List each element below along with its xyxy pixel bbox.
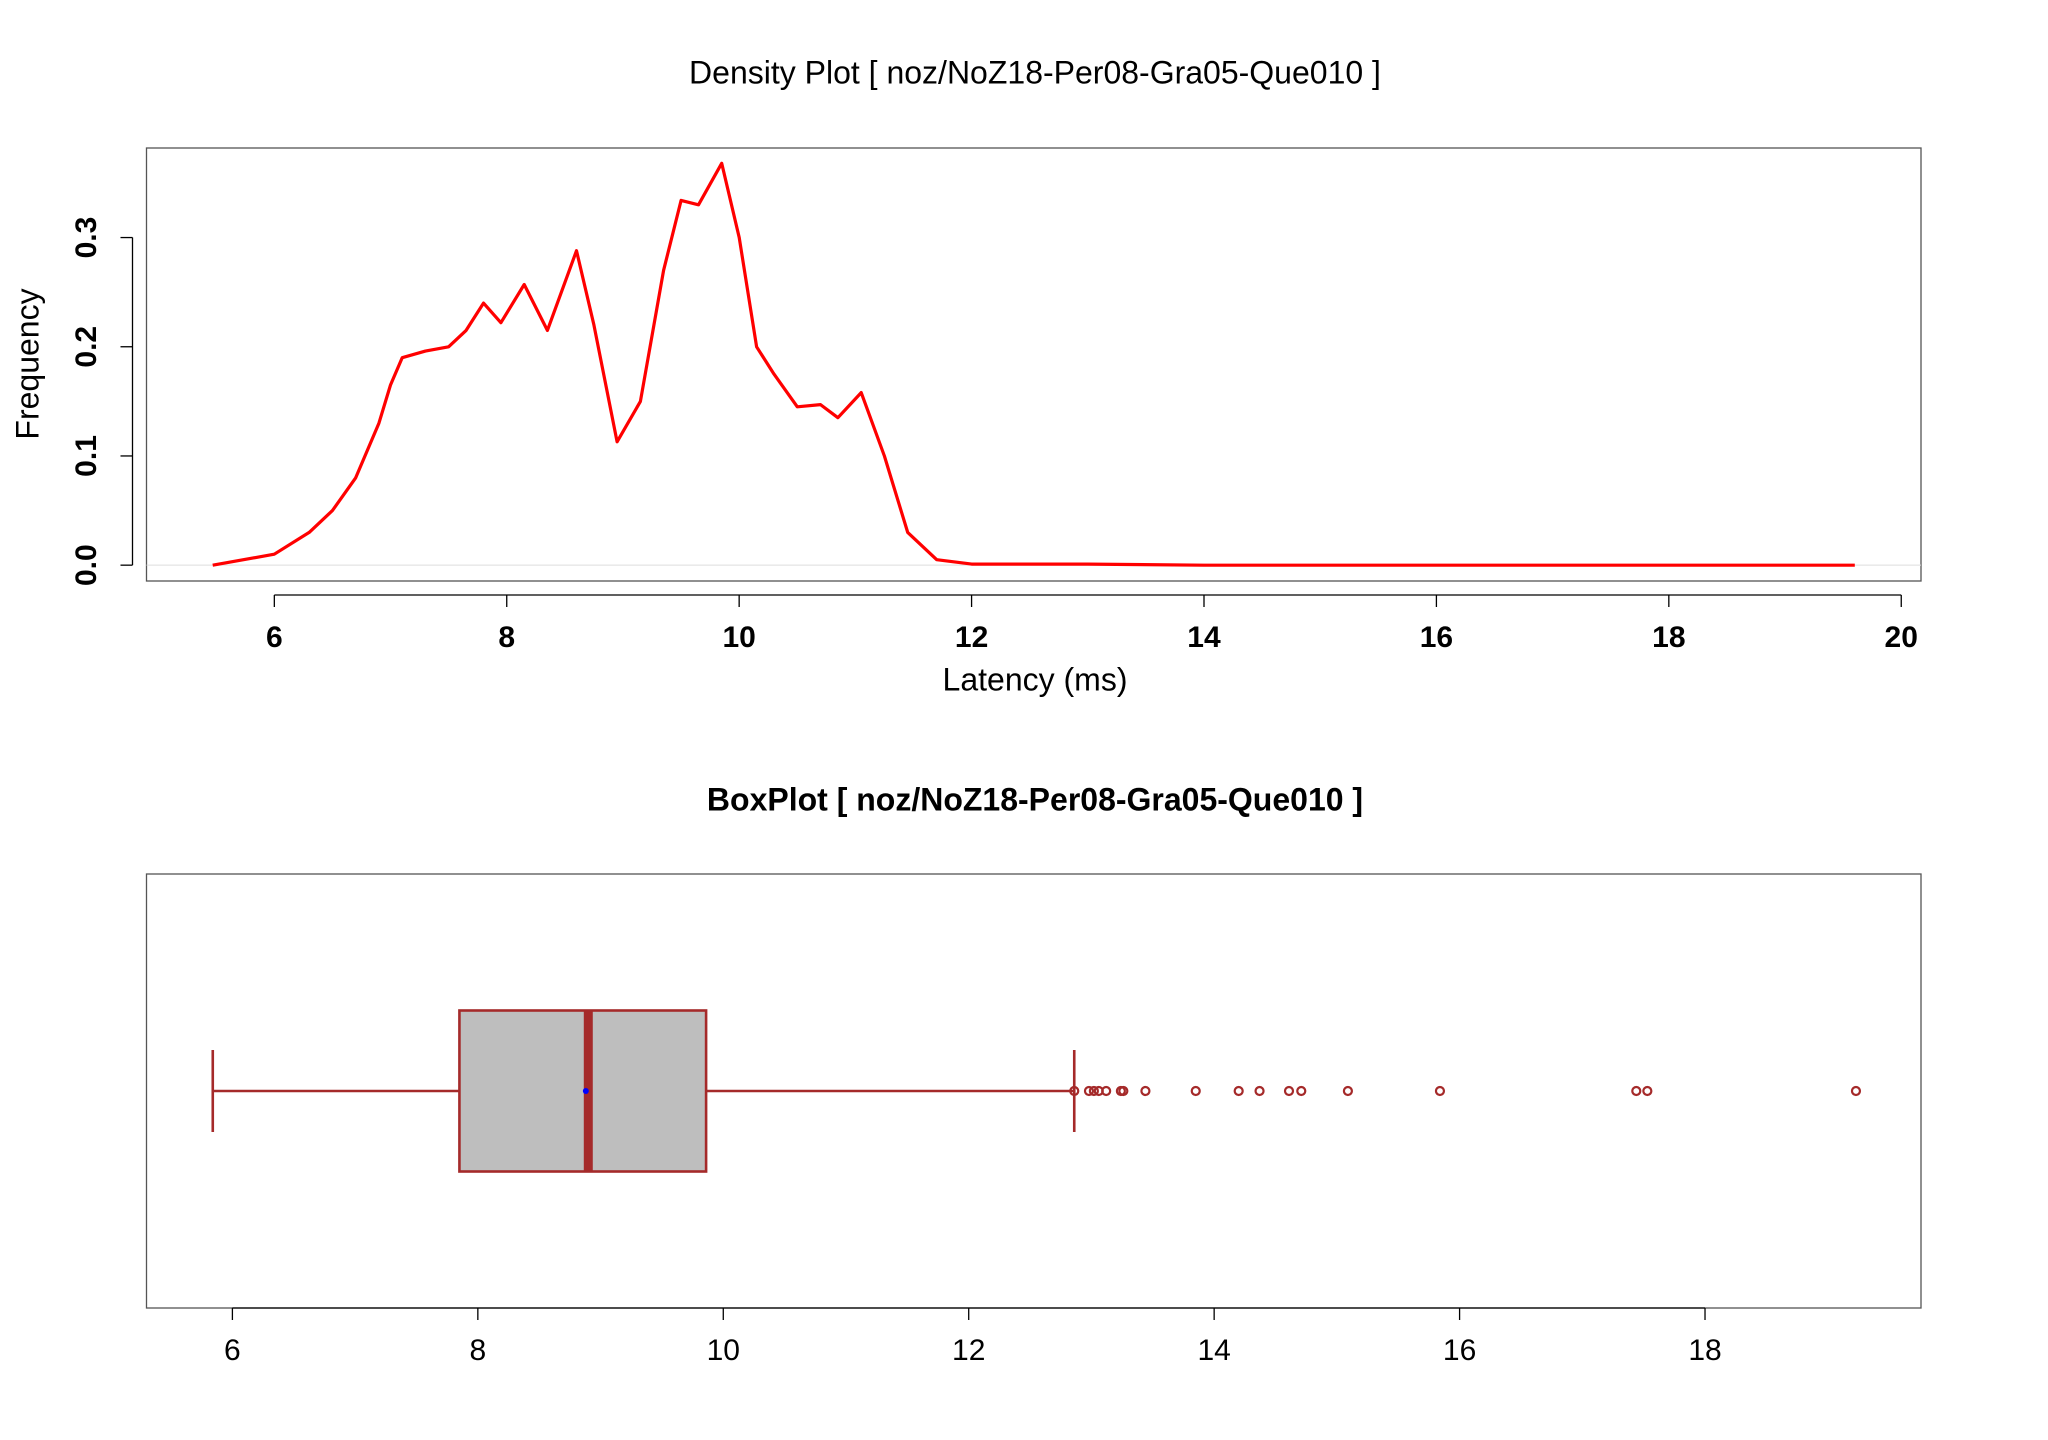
y-tick-label: 0.1 [70,435,103,477]
outlier [1069,1085,1080,1097]
outlier [1190,1085,1201,1097]
x-tick-label: 12 [955,621,988,654]
density-line [212,161,1855,567]
outlier [1088,1085,1099,1097]
x-tick-label: 12 [952,1334,985,1367]
x-tick-label: 18 [1688,1334,1721,1367]
chart-title: BoxPlot [ noz/NoZ18-Per08-Gra05-Que010 ] [707,781,1363,817]
outlier [1101,1085,1112,1097]
outlier [1434,1085,1446,1097]
outlier [1850,1085,1862,1097]
x-tick-label: 10 [707,1334,740,1367]
outlier [1631,1085,1642,1097]
x-tick-label: 6 [224,1334,241,1367]
outlier [1140,1085,1151,1097]
outlier [1283,1085,1295,1097]
outlier [1342,1085,1354,1097]
x-tick-label: 18 [1652,621,1685,654]
x-tick-label: 20 [1885,621,1918,654]
y-axis-label: Frequency [9,288,45,439]
y-tick-label: 0.2 [70,326,103,368]
x-tick-label: 8 [469,1334,486,1367]
outlier [1254,1085,1265,1097]
outlier [1296,1085,1307,1097]
outlier [1642,1085,1653,1097]
x-tick-label: 14 [1187,621,1221,654]
mean-point [582,1088,589,1094]
plot-frame [145,147,1922,582]
box [458,1009,708,1173]
x-tick-label: 16 [1420,621,1453,654]
outlier [1233,1085,1244,1097]
chart-title: Density Plot [ noz/NoZ18-Per08-Gra05-Que… [689,54,1381,90]
x-tick-label: 6 [266,621,283,654]
x-tick-label: 14 [1197,1334,1230,1367]
outlier [1118,1085,1129,1097]
x-tick-label: 8 [498,621,515,654]
x-axis-label: Latency (ms) [943,661,1128,697]
y-tick-label: 0.0 [70,544,103,586]
y-tick-label: 0.3 [70,217,103,259]
x-tick-label: 16 [1443,1334,1476,1367]
outlier [1083,1085,1095,1097]
x-tick-label: 10 [722,621,755,654]
